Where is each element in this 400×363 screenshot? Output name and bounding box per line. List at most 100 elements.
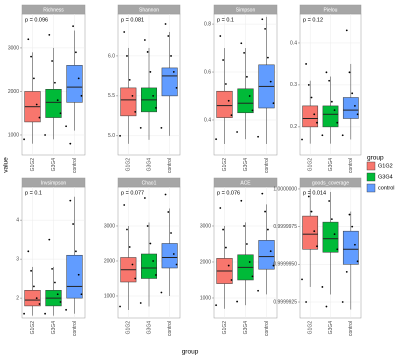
point xyxy=(305,301,307,303)
x-tick-label: control xyxy=(348,158,354,173)
point xyxy=(77,273,80,276)
point xyxy=(54,281,56,284)
point xyxy=(35,103,38,106)
point xyxy=(149,242,152,245)
point xyxy=(330,100,333,103)
p-value: p = 0.014 xyxy=(303,190,326,196)
point xyxy=(348,213,351,216)
box xyxy=(237,88,254,114)
point xyxy=(128,246,131,248)
point xyxy=(126,55,128,57)
legend-label: G3G4 xyxy=(378,174,393,180)
point xyxy=(54,81,56,84)
y-tick-label: 3 xyxy=(16,256,19,262)
point xyxy=(356,260,359,263)
point xyxy=(307,195,310,198)
y-tick-label: 0.2 xyxy=(290,124,297,130)
point xyxy=(146,225,149,227)
y-tick-label: 6.0 xyxy=(108,53,115,59)
x-tick-label: control xyxy=(167,321,173,336)
box xyxy=(302,215,319,250)
y-tick-label: 2000 xyxy=(8,89,19,95)
point xyxy=(257,135,259,138)
point xyxy=(240,42,243,45)
p-value: p = 0.096 xyxy=(25,17,48,23)
point xyxy=(27,38,30,41)
x-tick-label: G3G4 xyxy=(51,321,57,335)
point xyxy=(30,55,32,58)
point xyxy=(215,304,218,307)
p-value: p = 0.1 xyxy=(25,190,42,196)
point xyxy=(172,71,175,73)
point xyxy=(354,105,356,107)
point xyxy=(80,293,83,296)
point xyxy=(246,75,248,78)
x-tick-label: G3G4 xyxy=(146,158,152,172)
box xyxy=(24,290,41,307)
point xyxy=(33,285,35,288)
y-tick-label: 5.5 xyxy=(108,93,115,99)
y-tick-label: 4 xyxy=(16,217,19,223)
point xyxy=(345,29,348,32)
point xyxy=(80,94,83,97)
point xyxy=(35,297,38,300)
y-tick-label: 0.3 xyxy=(290,82,297,88)
y-tick-label: 2000 xyxy=(104,258,115,264)
x-tick-label: G1G2 xyxy=(307,158,313,172)
box xyxy=(66,65,83,103)
point xyxy=(164,193,167,196)
point xyxy=(316,245,318,248)
point xyxy=(230,279,233,281)
point xyxy=(272,264,275,267)
point xyxy=(134,110,137,113)
point xyxy=(154,106,157,109)
point xyxy=(307,84,310,86)
y-tick-label: 3000 xyxy=(104,223,115,229)
strip-label: Invsimpson xyxy=(41,180,67,186)
y-tick-label: 0.8 xyxy=(204,21,211,27)
box xyxy=(302,105,319,128)
y-tick-label: 0.6 xyxy=(204,69,211,75)
point xyxy=(341,134,344,137)
point xyxy=(119,134,121,137)
y-tick-label: 3000 xyxy=(8,45,19,51)
point xyxy=(75,250,77,253)
point xyxy=(321,286,324,288)
x-tick-label: G3G4 xyxy=(51,158,57,172)
point xyxy=(333,109,336,111)
legend-key xyxy=(366,161,376,171)
y-tick-label: 1000 xyxy=(104,293,115,299)
p-value: p = 0.076 xyxy=(217,190,240,196)
x-axis-title: group xyxy=(182,349,199,356)
point xyxy=(351,92,354,95)
y-tick-label: 3000 xyxy=(200,223,211,229)
y-tick-label: 2 xyxy=(16,295,19,301)
legend-label: control xyxy=(378,185,395,191)
point xyxy=(175,86,178,89)
point xyxy=(325,71,328,74)
y-tick-label: 2000 xyxy=(200,259,211,265)
point xyxy=(77,77,80,80)
point xyxy=(246,243,248,245)
point xyxy=(354,243,356,246)
point xyxy=(44,134,46,136)
x-tick-label: G3G4 xyxy=(328,158,334,172)
box xyxy=(161,67,178,97)
point xyxy=(143,197,146,199)
y-tick-label: 0.9999950 xyxy=(273,262,297,268)
point xyxy=(59,112,62,115)
point xyxy=(267,228,269,231)
x-tick-label: control xyxy=(72,158,78,173)
point xyxy=(33,77,35,80)
point xyxy=(131,94,134,97)
point xyxy=(123,204,126,206)
point xyxy=(152,94,155,97)
y-tick-label: 1.0000000 xyxy=(273,186,297,192)
point xyxy=(230,114,233,117)
point xyxy=(56,99,59,102)
point xyxy=(341,301,344,303)
point xyxy=(225,246,227,249)
point xyxy=(167,35,170,37)
point xyxy=(123,31,126,33)
y-tick-label: 1000 xyxy=(200,295,211,301)
